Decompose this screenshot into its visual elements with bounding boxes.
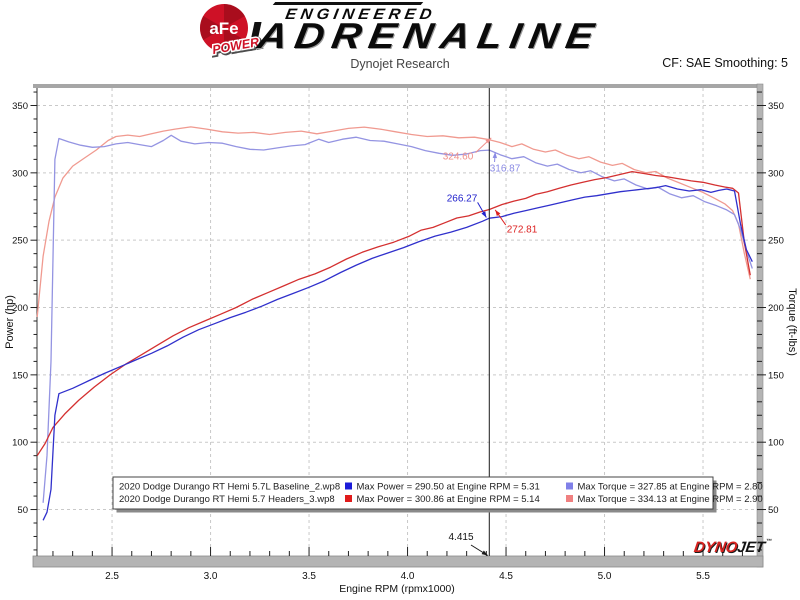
plot-top-bar — [33, 84, 763, 88]
x-axis-title: Engine RPM (rpmx1000) — [339, 583, 455, 595]
legend-max-power-text: Max Power = 290.50 at Engine RPM = 5.31 — [357, 482, 540, 493]
callout-arrowhead — [492, 151, 498, 159]
smoothing-setting-label: CF: SAE Smoothing: 5 — [662, 56, 788, 70]
legend-torque-marker — [566, 482, 573, 490]
legend-torque-marker — [566, 495, 573, 502]
x-tick-label: 4.5 — [499, 571, 513, 582]
y-axis-title-torque: Torque (ft-lbs) — [786, 288, 798, 356]
legend-series-name: 2020 Dodge Durango RT Hemi 5.7 Headers_3… — [119, 494, 335, 505]
y-tick-label-left: 250 — [12, 236, 28, 247]
afe-power-logo: aFe POWER POWER — [199, 3, 263, 59]
afe-logo-text: aFe — [209, 19, 238, 38]
x-tick-label: 2.5 — [105, 571, 119, 582]
x-tick-label: 3.5 — [302, 571, 316, 582]
y-tick-label-right: 300 — [768, 168, 784, 179]
y-tick-label-right: 250 — [768, 236, 784, 247]
y-axis-title-power: Power (hp) — [4, 295, 16, 349]
legend-series-name: 2020 Dodge Durango RT Hemi 5.7L Baseline… — [119, 482, 340, 493]
chart-source-title: Dynojet Research — [350, 57, 450, 71]
dynojet-logo-trademark: ™ — [765, 539, 773, 545]
y-tick-label-left: 300 — [12, 168, 28, 179]
callout-arrowhead — [495, 209, 501, 217]
legend-power-marker — [345, 482, 352, 490]
legend-max-power-text: Max Power = 300.86 at Engine RPM = 5.14 — [357, 494, 540, 505]
cursor-rpm-label: 4.415 — [448, 532, 473, 543]
y-tick-label-right: 200 — [768, 303, 784, 314]
callout-arrowhead — [481, 211, 487, 218]
legend-box[interactable] — [112, 476, 714, 510]
y-tick-label-left: 50 — [17, 505, 28, 516]
legend-max-torque-text: Max Torque = 327.85 at Engine RPM = 2.80 — [578, 482, 763, 493]
legend: 2020 Dodge Durango RT Hemi 5.7L Baseline… — [112, 476, 763, 513]
y-tick-label-left: 100 — [12, 438, 28, 449]
dynojet-logo-jet: JET — [736, 539, 767, 556]
curve-headers-power — [36, 170, 751, 457]
legend-power-marker — [345, 495, 352, 502]
cursor-label-arrowhead — [481, 550, 488, 556]
y-tick-label-right: 50 — [768, 505, 779, 516]
x-tick-label: 3.0 — [204, 571, 218, 582]
dynojet-logo-dyno: DYNO — [692, 539, 739, 556]
afe-logo-aperture — [199, 3, 245, 53]
x-tick-label: 4.0 — [401, 571, 415, 582]
curve-baseline-power — [42, 184, 753, 521]
y-tick-label-left: 150 — [12, 370, 28, 381]
callout-value-label: 316.87 — [490, 164, 521, 175]
y-tick-label-left: 200 — [12, 303, 28, 314]
callout-value-label: 272.81 — [507, 225, 538, 236]
dynojet-logo: DYNOJET™ — [693, 539, 772, 556]
y-tick-label-right: 150 — [768, 370, 784, 381]
x-tick-label: 5.5 — [696, 571, 710, 582]
callout-value-label: 324.60 — [443, 152, 474, 163]
x-axis-bar — [32, 555, 764, 568]
y-tick-label-right: 100 — [768, 438, 784, 449]
callout-value-label: 266.27 — [447, 194, 478, 205]
legend-max-torque-text: Max Torque = 334.13 at Engine RPM = 2.90 — [578, 494, 763, 505]
y-tick-label-left: 350 — [12, 101, 28, 112]
curve-headers-torque — [36, 126, 751, 317]
callout-arrowhead — [485, 137, 492, 144]
x-tick-label: 5.0 — [598, 571, 612, 582]
y-tick-label-right: 350 — [768, 101, 784, 112]
